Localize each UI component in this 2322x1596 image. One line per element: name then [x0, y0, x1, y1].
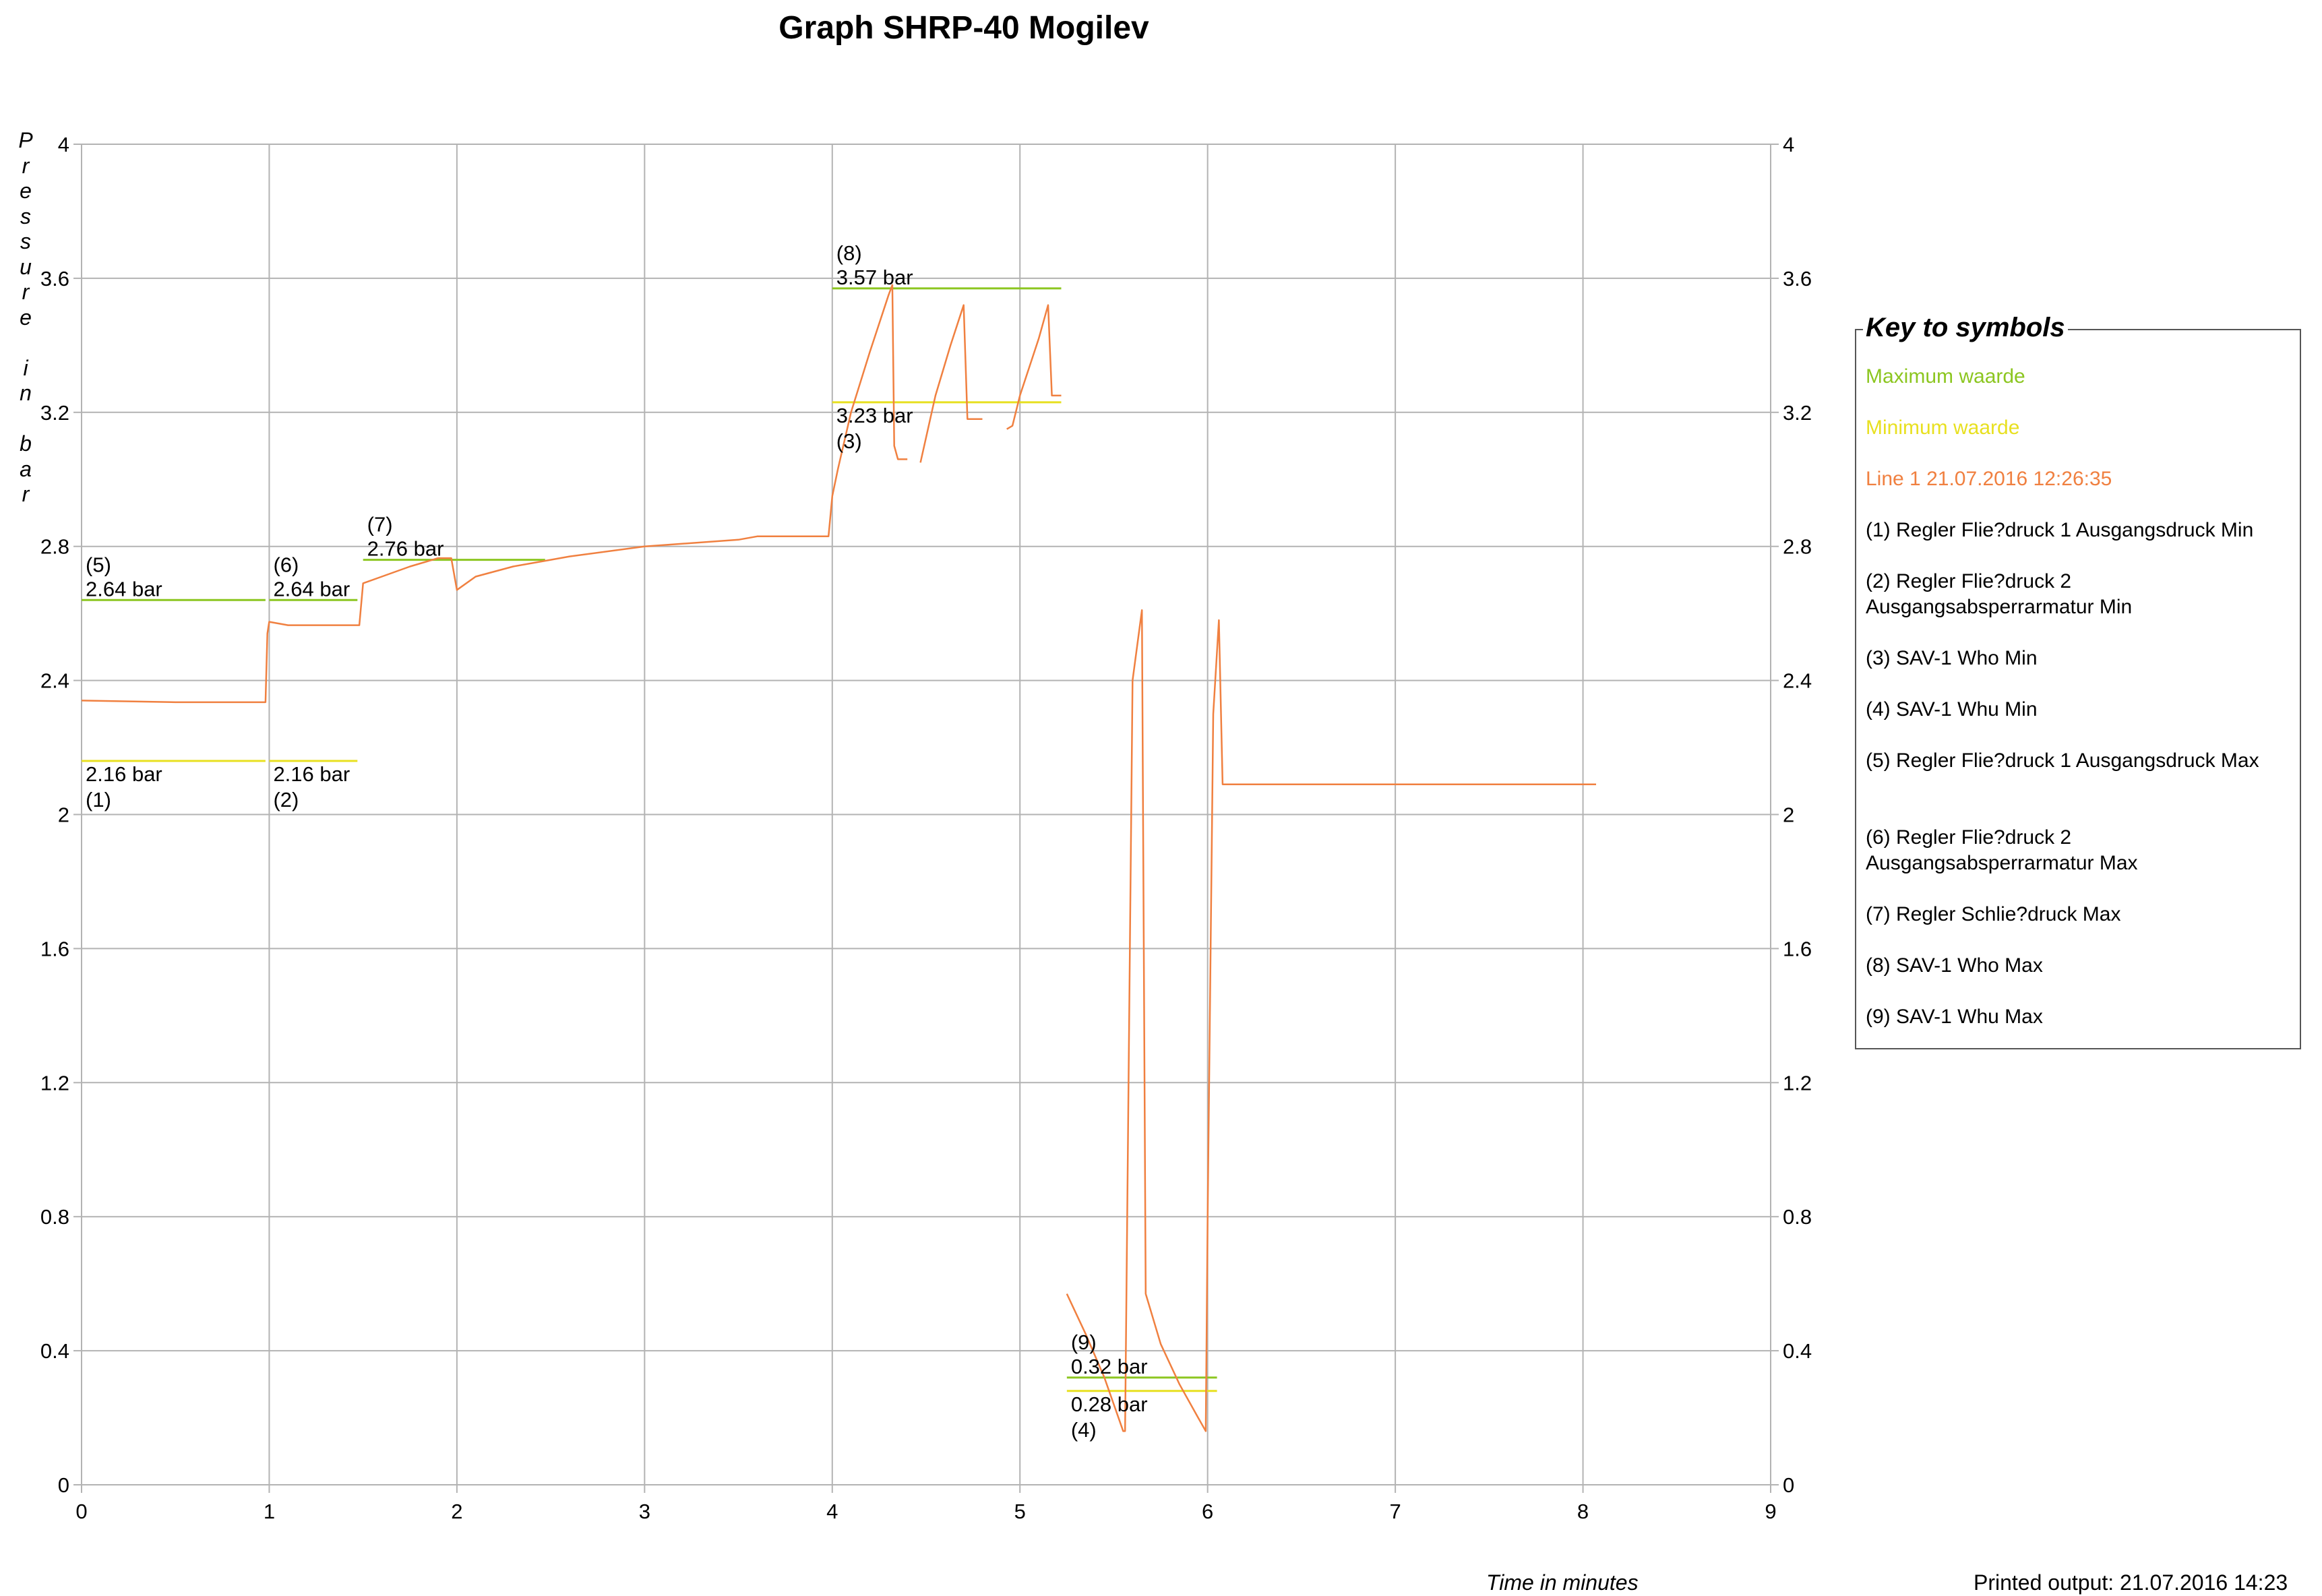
- y-tick-label: 2.4: [40, 669, 69, 693]
- max-limit-value: 2.64 bar: [86, 577, 162, 601]
- x-tick-label: 8: [1577, 1500, 1589, 1523]
- y2-tick-label: 0.4: [1783, 1339, 1812, 1363]
- y-axis-label-char: s: [20, 204, 31, 228]
- y-axis-label-char: r: [22, 153, 30, 178]
- min-limit-number: (2): [273, 788, 299, 811]
- y2-tick-label: 4: [1783, 133, 1794, 156]
- y-axis-label-char: s: [20, 229, 31, 253]
- y-axis-label-char: a: [20, 456, 32, 481]
- y-axis-label-char: u: [20, 254, 32, 279]
- legend-item: (8) SAV-1 Who Max: [1866, 954, 2043, 977]
- max-limit-number: (8): [836, 241, 862, 265]
- y2-tick-label: 2.8: [1783, 535, 1812, 559]
- max-limit-value: 2.64 bar: [273, 577, 350, 601]
- y-tick-label: 2: [58, 803, 69, 827]
- x-tick-label: 6: [1202, 1500, 1213, 1523]
- max-limit-number: (5): [86, 553, 111, 576]
- y-tick-label: 0: [58, 1473, 69, 1497]
- min-limit-value: 2.16 bar: [273, 762, 350, 786]
- y2-tick-label: 3.2: [1783, 401, 1812, 425]
- y2-tick-label: 1.2: [1783, 1071, 1812, 1095]
- y-tick-label: 0.8: [40, 1205, 69, 1229]
- x-axis-label: Time in minutes: [1486, 1570, 1639, 1595]
- max-limit-value: 3.57 bar: [836, 266, 913, 289]
- min-limit-value: 2.16 bar: [86, 762, 162, 786]
- min-limit-value: 3.23 bar: [836, 404, 913, 427]
- legend-item: Minimum waarde: [1866, 417, 2020, 439]
- y-tick-label: 4: [58, 133, 69, 156]
- y-axis-label-char: P: [18, 128, 33, 152]
- legend-item: (2) Regler Flie?druck 2 Ausgangsabsperra…: [1866, 570, 2133, 618]
- y-axis-label-char: r: [22, 482, 30, 506]
- y2-tick-label: 0.8: [1783, 1205, 1812, 1229]
- series-line-segment: [81, 284, 908, 704]
- y-axis-label-char: e: [20, 305, 32, 330]
- x-tick-label: 4: [826, 1500, 838, 1523]
- legend-item: (3) SAV-1 Who Min: [1866, 647, 2038, 669]
- max-limit-value: 2.76 bar: [367, 537, 444, 561]
- y2-tick-label: 3.6: [1783, 267, 1812, 290]
- max-limit-value: 0.32 bar: [1071, 1355, 1148, 1378]
- max-limit-number: (7): [367, 513, 393, 536]
- series-line-segment: [1066, 609, 1596, 1432]
- chart-title: Graph SHRP-40 Mogilev: [778, 10, 1149, 46]
- y2-tick-label: 0: [1783, 1473, 1794, 1497]
- y-axis-label-char: e: [20, 179, 32, 203]
- y-tick-label: 3.2: [40, 401, 69, 425]
- x-tick-label: 2: [451, 1500, 462, 1523]
- y-tick-label: 1.6: [40, 937, 69, 960]
- legend-item: Maximum waarde: [1866, 365, 2025, 388]
- legend-title: Key to symbols: [1863, 313, 2068, 343]
- max-limit-number: (9): [1071, 1330, 1097, 1354]
- y2-tick-label: 2: [1783, 803, 1794, 827]
- x-tick-label: 7: [1389, 1500, 1401, 1523]
- min-limit-value: 0.28 bar: [1071, 1392, 1148, 1416]
- legend-item: (9) SAV-1 Whu Max: [1866, 1006, 2043, 1028]
- legend: Key to symbols Maximum waarde Minimum waa…: [1855, 313, 2301, 1049]
- y-tick-label: 3.6: [40, 267, 69, 290]
- x-tick-label: 9: [1765, 1500, 1776, 1523]
- x-tick-label: 3: [639, 1500, 650, 1523]
- legend-item: (5) Regler Flie?druck 1 Ausgangsdruck Ma…: [1866, 749, 2259, 772]
- y-axis-label-char: i: [23, 355, 28, 380]
- legend-item: (1) Regler Flie?druck 1 Ausgangsdruck Mi…: [1866, 519, 2254, 541]
- legend-item: (7) Regler Schlie?druck Max: [1866, 903, 2121, 925]
- y2-tick-label: 2.4: [1783, 669, 1812, 693]
- series-line-segment: [919, 304, 983, 463]
- series-line-segment: [1006, 304, 1062, 430]
- legend-item: (6) Regler Flie?druck 2 Ausgangsabsperra…: [1866, 826, 2138, 874]
- y-tick-label: 2.8: [40, 535, 69, 559]
- printed-output: Printed output: 21.07.2016 14:23: [1974, 1570, 2288, 1595]
- min-limit-number: (3): [836, 429, 862, 453]
- min-limit-number: (1): [86, 788, 111, 811]
- y-axis-label-char: r: [22, 280, 30, 304]
- legend-item: (4) SAV-1 Whu Min: [1866, 698, 2038, 720]
- y-tick-label: 0.4: [40, 1339, 69, 1363]
- x-tick-label: 1: [264, 1500, 275, 1523]
- x-tick-label: 0: [75, 1500, 87, 1523]
- y2-tick-label: 1.6: [1783, 937, 1812, 960]
- pressure-chart: 0 1 2 3 4 5 6 7 8 90 00.4 0.40.8 0.81.2 1.21.6 1.62 22.…: [40, 133, 1812, 1523]
- y-axis-label-char: n: [20, 381, 32, 405]
- max-limit-number: (6): [273, 553, 299, 576]
- legend-item: Line 1 21.07.2016 12:26:35: [1866, 468, 2112, 490]
- min-limit-number: (4): [1071, 1418, 1097, 1442]
- y-tick-label: 1.2: [40, 1071, 69, 1095]
- y-axis-label-char: b: [20, 431, 32, 456]
- x-tick-label: 5: [1014, 1500, 1026, 1523]
